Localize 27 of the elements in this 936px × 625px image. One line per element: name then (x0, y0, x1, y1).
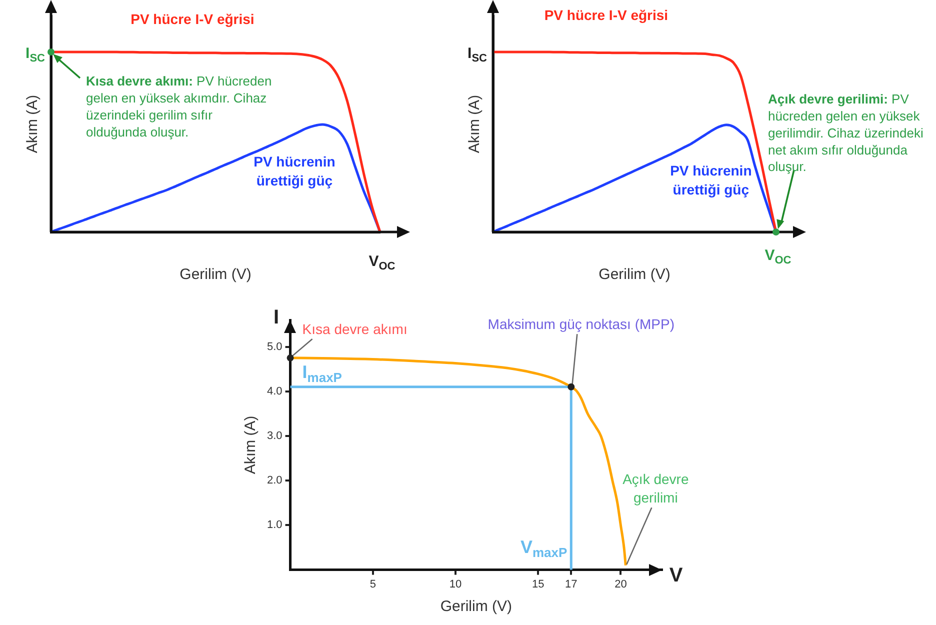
y-tick-label: 1.0 (266, 519, 282, 532)
y-axis-title: Akım (A) (24, 94, 42, 154)
x-tick-label: 20 (614, 578, 627, 590)
annotation: Açık devre gerilimi: PV hücreden gelen en yüksek gerilimdir. Cihaz üzerindeki net akım sıfır olduğunda oluşur. (768, 92, 924, 174)
text: I (274, 306, 280, 329)
series-label: PV hücrenin ürettiği güç (254, 154, 336, 189)
x-tick-label: 10 (449, 578, 462, 590)
y-axis-title: Akım (A) (242, 416, 260, 474)
y-tick-label: 3.0 (266, 430, 282, 442)
y-tick-label: 2.0 (266, 474, 282, 487)
text: PV hücre I-V eğrisi (544, 6, 668, 23)
y-tick-label: 4.0 (266, 385, 282, 398)
x-axis-title: Gerilim (V) (598, 266, 670, 284)
series-label: PV hücre I-V eğrisi (130, 11, 254, 28)
x-tick-label: 15 (532, 578, 544, 590)
y-axis-title: Akım (A) (466, 94, 484, 154)
annotation: Kısa devre akımı (302, 320, 408, 337)
x-tick-label: 5 (370, 578, 376, 590)
series-label: PV hücrenin ürettiği güç (670, 162, 752, 198)
x-axis-title: Gerilim (V) (180, 266, 252, 284)
annotation: Maksimum güç noktası (MPP) (488, 316, 674, 332)
text: V (669, 564, 684, 586)
annotation: Açık devre gerilimi (622, 471, 689, 506)
x-tick-label: 17 (565, 578, 578, 590)
y-tick-label: 5.0 (266, 340, 282, 353)
annotation: Kısa devre akımı: PV hücreden gelen en yüksek akımdır. Cihaz üzerindeki gerilim sıfır olduğunda oluşur. (86, 74, 272, 140)
x-axis-title: Gerilim (V) (440, 598, 512, 616)
